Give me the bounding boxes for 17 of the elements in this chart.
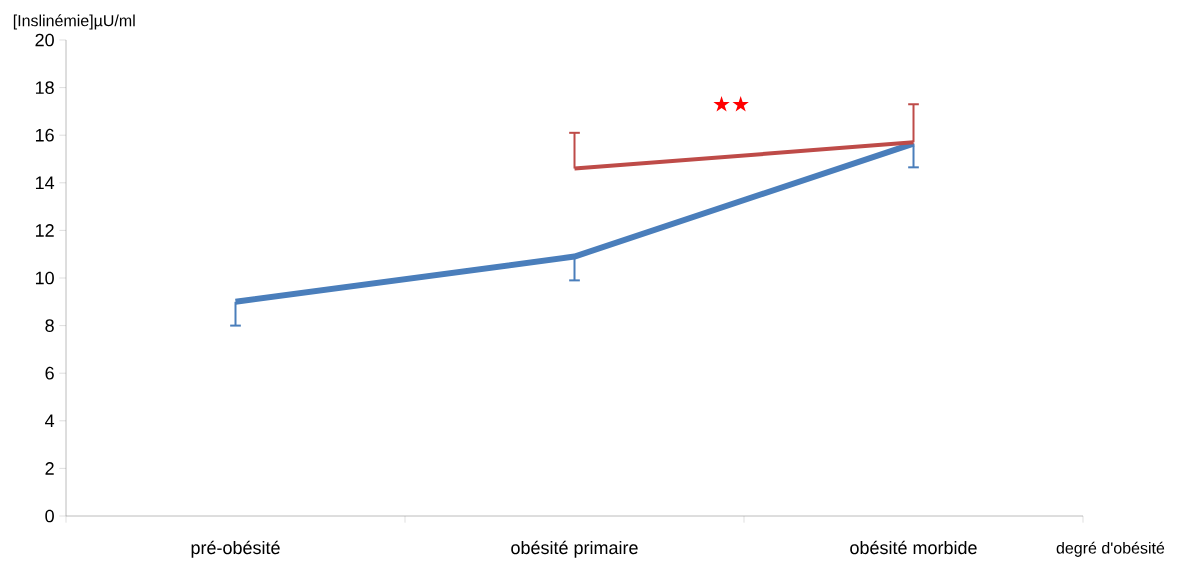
y-tick-label: 12 [35, 224, 54, 237]
y-axis-title: [Inslinémie]µU/ml [13, 14, 135, 30]
x-tick-label: obésité morbide [850, 540, 977, 555]
y-tick-label: 10 [35, 271, 54, 285]
y-tick-label: 8 [45, 319, 54, 332]
x-axis-title: degré d'obésité [1056, 541, 1165, 557]
y-tick-label: 18 [35, 81, 54, 94]
annotation: ★★ [713, 96, 749, 112]
x-tick-label: pré-obésité [191, 540, 280, 558]
y-tick-label: 14 [35, 176, 55, 189]
y-tick-label: 6 [45, 366, 54, 380]
y-tick-label: 16 [35, 128, 54, 142]
y-tick-label: 2 [45, 462, 54, 475]
y-tick-label: 20 [35, 33, 54, 47]
y-tick-label: 4 [45, 414, 55, 427]
y-tick-label: 0 [45, 509, 54, 523]
x-tick-label: obésité primaire [511, 540, 638, 558]
